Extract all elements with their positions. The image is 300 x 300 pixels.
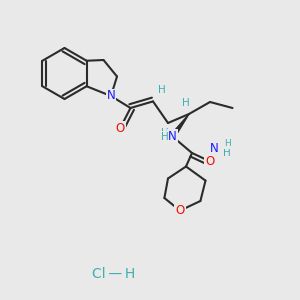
Text: H: H — [158, 85, 165, 95]
Text: O: O — [176, 204, 184, 217]
Text: H: H — [160, 131, 168, 142]
Text: N: N — [106, 89, 116, 103]
Text: H: H — [182, 98, 189, 108]
Text: H: H — [224, 148, 231, 158]
Polygon shape — [171, 114, 189, 138]
Text: N: N — [168, 130, 177, 143]
Text: N: N — [210, 142, 219, 155]
Text: O: O — [116, 122, 124, 135]
Text: Cl — H: Cl — H — [92, 268, 136, 281]
Text: H: H — [160, 128, 168, 139]
Text: O: O — [206, 155, 214, 168]
Text: H: H — [224, 140, 231, 148]
